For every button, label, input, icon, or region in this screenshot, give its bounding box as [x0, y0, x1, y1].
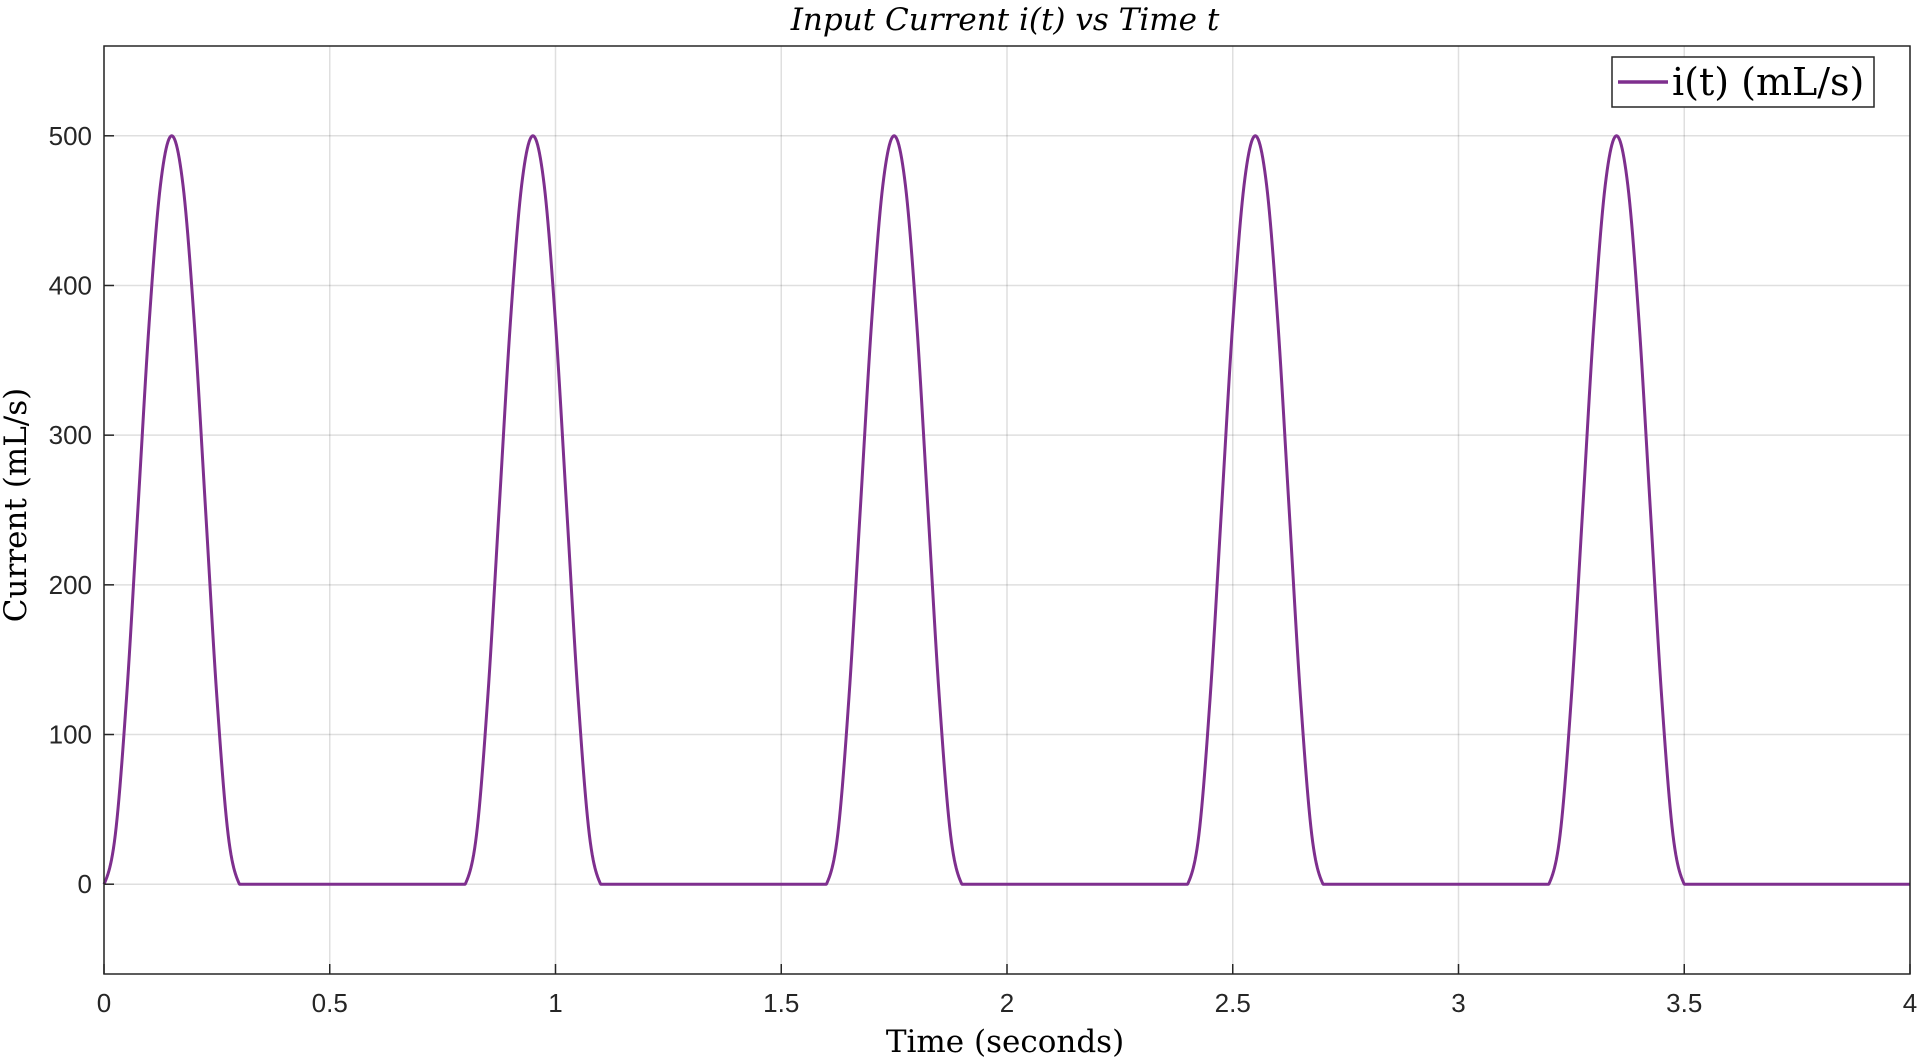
x-tick-label: 0.5: [312, 988, 348, 1018]
y-tick-label: 400: [49, 270, 92, 300]
x-tick-label: 3: [1451, 988, 1465, 1018]
chart-title: Input Current i(t) vs Time t: [790, 2, 1220, 38]
x-tick-label: 2.5: [1215, 988, 1251, 1018]
x-tick-label: 3.5: [1666, 988, 1702, 1018]
y-tick-label: 0: [78, 869, 92, 899]
x-tick-label: 4: [1903, 988, 1917, 1018]
series-line-0: [102, 134, 1910, 886]
x-tick-label: 0: [97, 988, 111, 1018]
y-ticks: 0 100 200 300 400 500: [49, 121, 114, 899]
y-tick-label: 300: [49, 420, 92, 450]
series-layer: [102, 134, 1910, 886]
x-axis-label: Time (seconds): [886, 1024, 1124, 1059]
x-ticks: 0 0.5 1 1.5 2 2.5 3 3.5 4: [97, 964, 1917, 1018]
grid: [103, 46, 1911, 974]
y-axis-label: Current (mL/s): [0, 388, 34, 622]
y-tick-label: 100: [49, 720, 92, 750]
x-tick-label: 2: [1000, 988, 1014, 1018]
y-tick-label: 500: [49, 121, 92, 151]
y-tick-label: 200: [49, 570, 92, 600]
legend: i(t) (mL/s): [1611, 56, 1875, 108]
x-tick-label: 1.5: [763, 988, 799, 1018]
x-tick-label: 1: [548, 988, 562, 1018]
legend-entry-label: i(t) (mL/s): [1672, 60, 1864, 104]
